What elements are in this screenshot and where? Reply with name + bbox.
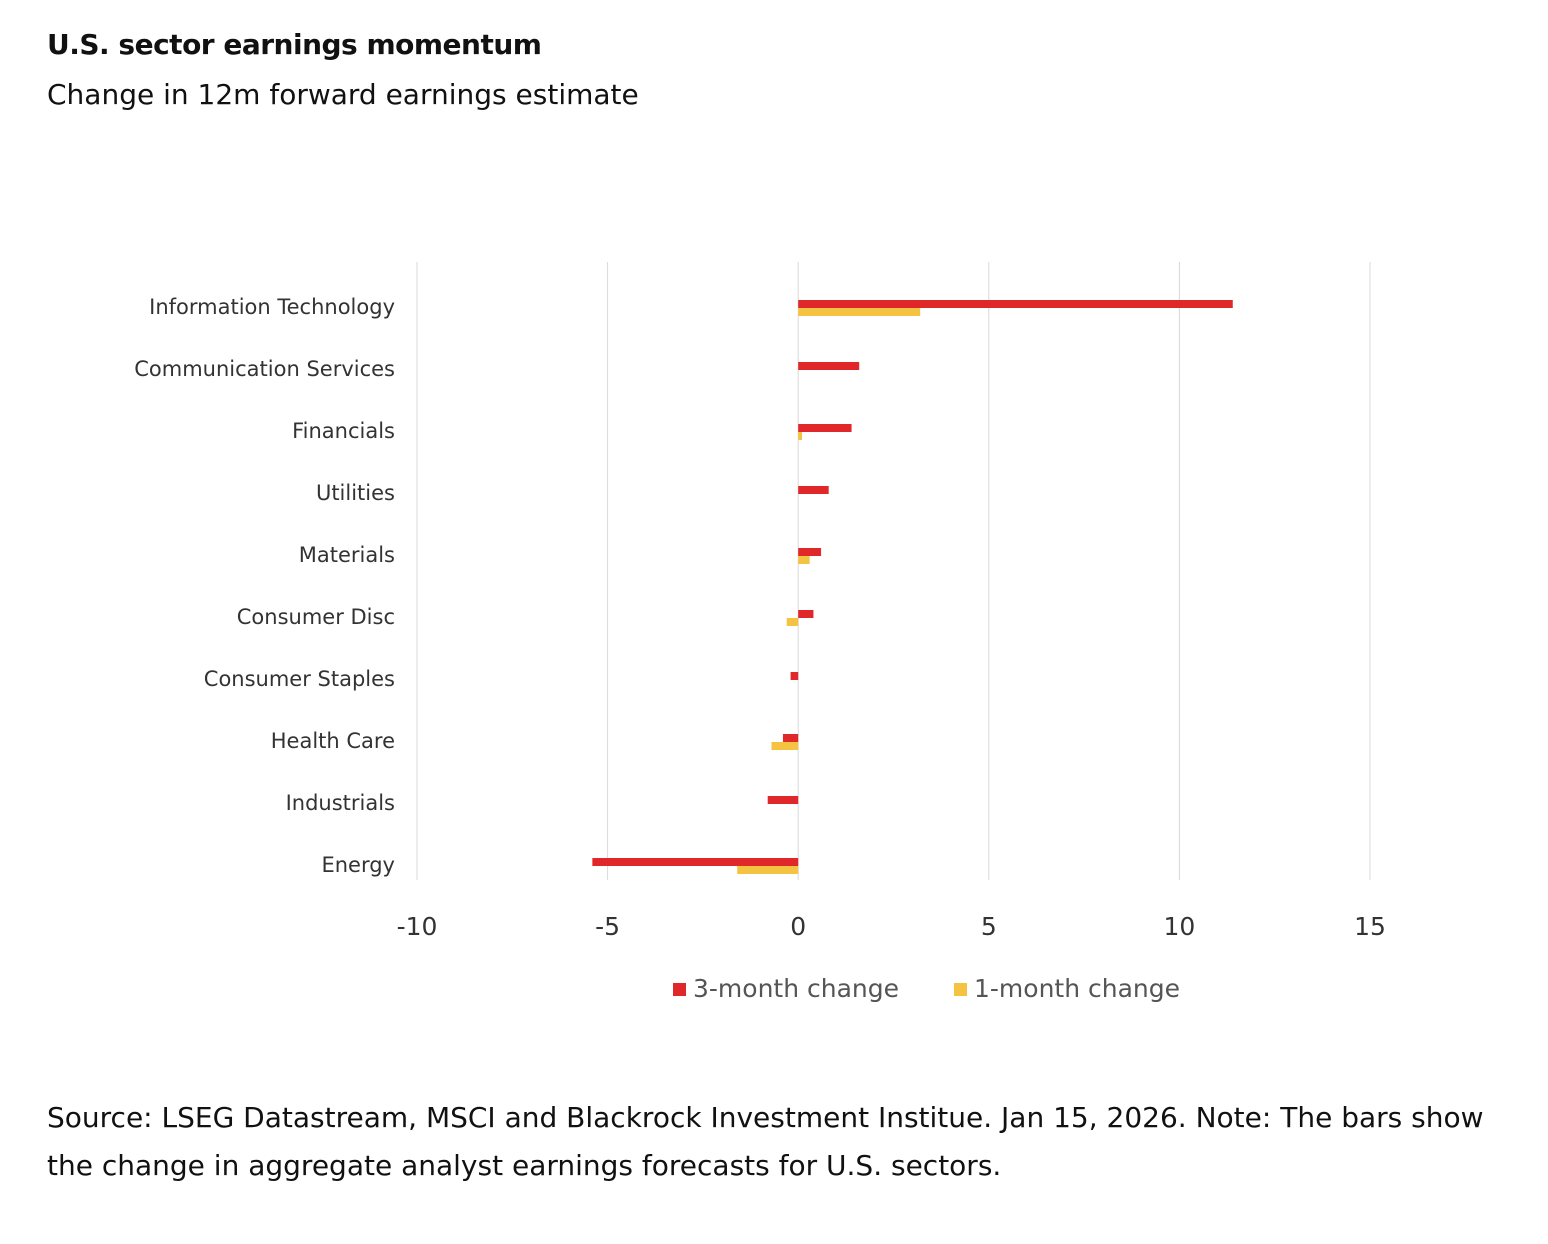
chart-subtitle: Change in 12m forward earnings estimate (47, 78, 639, 111)
chart-title: U.S. sector earnings momentum (47, 28, 542, 61)
bar-3-month (798, 548, 822, 556)
legend-swatch (673, 983, 686, 996)
bar-1-month (798, 556, 810, 564)
bar-3-month (798, 300, 1233, 308)
bar-3-month (798, 610, 814, 618)
bar-1-month (771, 742, 799, 750)
bar-3-month (790, 672, 799, 680)
x-tick-label: 15 (1354, 912, 1386, 941)
bar-1-month (798, 432, 803, 440)
bar-1-month (737, 866, 799, 874)
legend-label: 3-month change (693, 974, 899, 1003)
legend-label: 1-month change (974, 974, 1180, 1003)
bar-3-month (798, 486, 829, 494)
bar-3-month (798, 424, 852, 432)
x-tick-label: -10 (397, 912, 438, 941)
bar-3-month (592, 858, 799, 866)
bars (592, 300, 1233, 874)
x-axis-ticks: -10 -5 0 5 10 15 (397, 912, 1386, 941)
bar-1-month (798, 308, 921, 316)
category-label: Information Technology (149, 295, 395, 319)
x-tick-label: 10 (1163, 912, 1195, 941)
x-tick-label: 5 (981, 912, 997, 941)
category-label: Energy (321, 853, 395, 877)
category-label: Materials (299, 543, 395, 567)
x-tick-label: -5 (595, 912, 620, 941)
category-labels: Information Technology Communication Serv… (134, 295, 395, 877)
category-label: Financials (292, 419, 395, 443)
source-note: Source: LSEG Datastream, MSCI and Blackr… (47, 1101, 1484, 1182)
legend-swatch (954, 983, 967, 996)
x-tick-label: 0 (790, 912, 806, 941)
category-label: Health Care (271, 729, 395, 753)
category-label: Consumer Disc (237, 605, 395, 629)
category-label: Industrials (286, 791, 395, 815)
category-label: Communication Services (134, 357, 395, 381)
bar-1-month (786, 618, 799, 626)
gridlines (416, 262, 1371, 880)
legend: 3-month change 1-month change (673, 974, 1180, 1003)
bar-3-month (782, 734, 799, 742)
bar-chart: Information Technology Communication Serv… (134, 262, 1386, 1003)
bar-3-month (767, 796, 799, 804)
category-label: Utilities (316, 481, 395, 505)
category-label: Consumer Staples (204, 667, 395, 691)
bar-3-month (798, 362, 860, 370)
